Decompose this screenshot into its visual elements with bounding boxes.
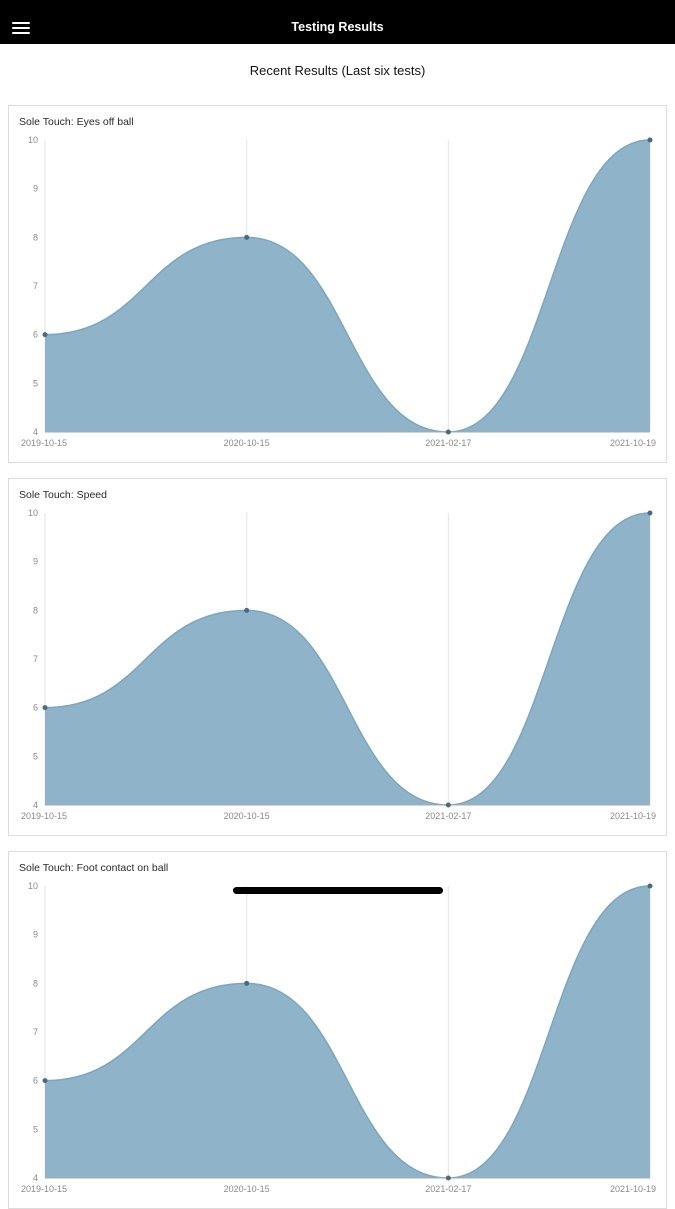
svg-text:2021-10-19: 2021-10-19 [610, 1184, 656, 1194]
svg-text:9: 9 [33, 184, 38, 194]
svg-text:7: 7 [33, 281, 38, 291]
svg-text:8: 8 [33, 232, 38, 242]
svg-text:4: 4 [33, 1173, 38, 1183]
gesture-navigation-pill[interactable] [232, 887, 443, 894]
svg-text:2019-10-15: 2019-10-15 [21, 811, 67, 821]
app-bar-title: Testing Results [291, 20, 384, 34]
svg-text:5: 5 [33, 378, 38, 388]
svg-text:2021-02-17: 2021-02-17 [425, 438, 471, 448]
svg-text:9: 9 [33, 930, 38, 940]
svg-text:2019-10-15: 2019-10-15 [21, 1184, 67, 1194]
svg-text:7: 7 [33, 1027, 38, 1037]
svg-text:4: 4 [33, 800, 38, 810]
svg-text:4: 4 [33, 427, 38, 437]
svg-text:9: 9 [33, 557, 38, 567]
svg-text:10: 10 [28, 508, 38, 518]
chart-title: Sole Touch: Eyes off ball [19, 116, 134, 128]
svg-text:8: 8 [33, 978, 38, 988]
chart-card: Sole Touch: Speed 10 9 8 7 6 5 4 2019-10-15 2020… [8, 478, 667, 836]
hamburger-menu-icon[interactable] [12, 22, 30, 34]
svg-text:2019-10-15: 2019-10-15 [21, 438, 67, 448]
chart-card: Sole Touch: Foot contact on ball 10 9 8 7 6 5… [8, 851, 667, 1209]
svg-text:6: 6 [33, 1076, 38, 1086]
chart-card: Sole Touch: Eyes off ball 10 9 8 7 6 5 4 2019-1… [8, 105, 667, 463]
chart-title: Sole Touch: Speed [19, 489, 107, 501]
hamburger-bar [12, 22, 30, 24]
svg-text:6: 6 [33, 330, 38, 340]
svg-text:8: 8 [33, 605, 38, 615]
svg-text:2020-10-15: 2020-10-15 [224, 1184, 270, 1194]
area-chart[interactable]: 10 9 8 7 6 5 4 2019-10-15 2020-10-15 2021-02-17 20… [17, 134, 658, 454]
svg-text:6: 6 [33, 703, 38, 713]
svg-text:5: 5 [33, 751, 38, 761]
svg-text:10: 10 [28, 881, 38, 891]
svg-text:2020-10-15: 2020-10-15 [224, 438, 270, 448]
chart-list: Sole Touch: Eyes off ball 10 9 8 7 6 5 4 2019-1… [0, 105, 675, 1209]
area-chart[interactable]: 10 9 8 7 6 5 4 2019-10-15 2020-10-15 2021-02-17 20… [17, 880, 658, 1200]
svg-text:2021-10-19: 2021-10-19 [610, 811, 656, 821]
chart-title: Sole Touch: Foot contact on ball [19, 862, 169, 874]
hamburger-bar [12, 32, 30, 34]
hamburger-bar [12, 27, 30, 29]
svg-text:2021-10-19: 2021-10-19 [610, 438, 656, 448]
app-bar: Testing Results [0, 0, 675, 44]
svg-text:2021-02-17: 2021-02-17 [425, 1184, 471, 1194]
svg-text:5: 5 [33, 1124, 38, 1134]
svg-text:10: 10 [28, 135, 38, 145]
page-subtitle: Recent Results (Last six tests) [249, 63, 426, 78]
area-chart[interactable]: 10 9 8 7 6 5 4 2019-10-15 2020-10-15 2021-02-17 20… [17, 507, 658, 827]
svg-text:2021-02-17: 2021-02-17 [425, 811, 471, 821]
svg-text:7: 7 [33, 654, 38, 664]
svg-text:2020-10-15: 2020-10-15 [224, 811, 270, 821]
